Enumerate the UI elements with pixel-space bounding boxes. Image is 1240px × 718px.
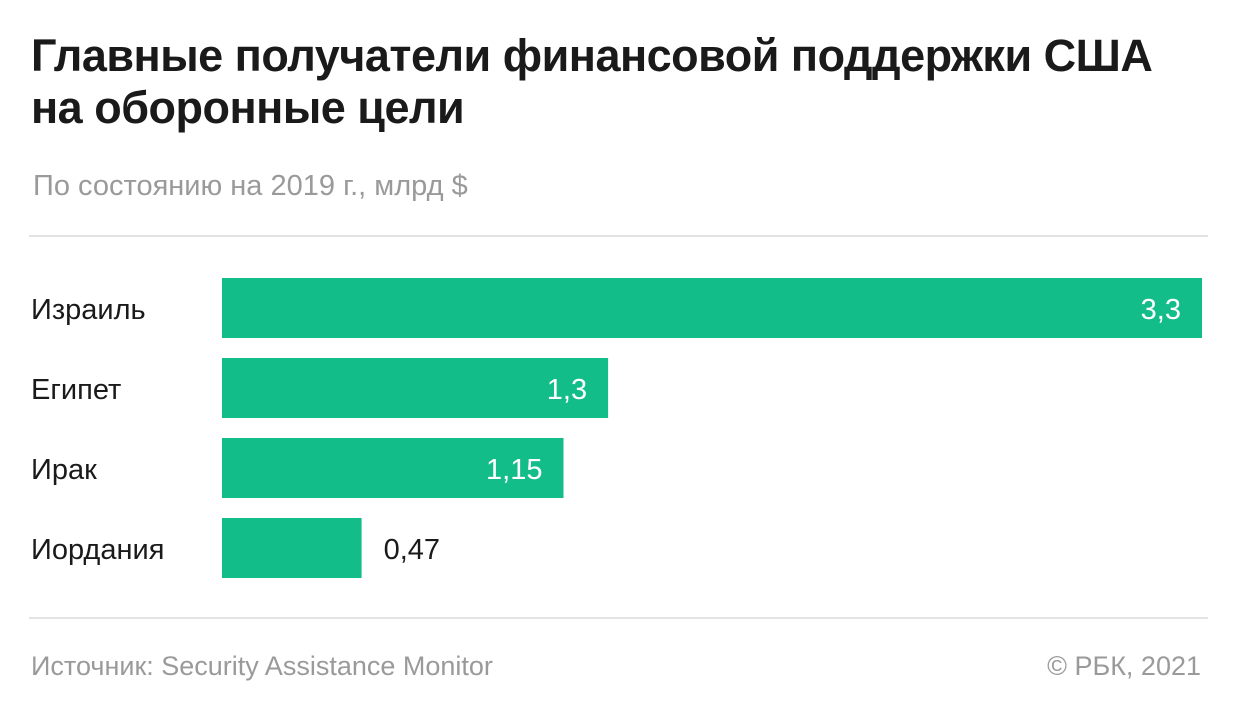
category-label: Египет: [31, 374, 121, 406]
category-label: Ирак: [31, 454, 97, 486]
value-label: 0,47: [384, 534, 440, 566]
source-note: Источник: Security Assistance Monitor: [31, 651, 493, 681]
copyright-note: © РБК, 2021: [1047, 651, 1201, 681]
chart-title: Главные получатели финансовой поддержки …: [31, 30, 1153, 133]
top-divider: [29, 235, 1208, 237]
value-label: 1,15: [486, 454, 542, 486]
value-label: 1,3: [547, 374, 587, 406]
bar: [222, 518, 362, 578]
chart-subtitle: По состоянию на 2019 г., млрд $: [33, 170, 468, 202]
category-label: Иордания: [31, 534, 164, 566]
value-label: 3,3: [1141, 294, 1181, 326]
bar: [222, 438, 564, 498]
bar: [222, 358, 609, 418]
bottom-divider: [29, 617, 1208, 619]
category-label: Израиль: [31, 294, 146, 326]
bar: [222, 278, 1202, 338]
